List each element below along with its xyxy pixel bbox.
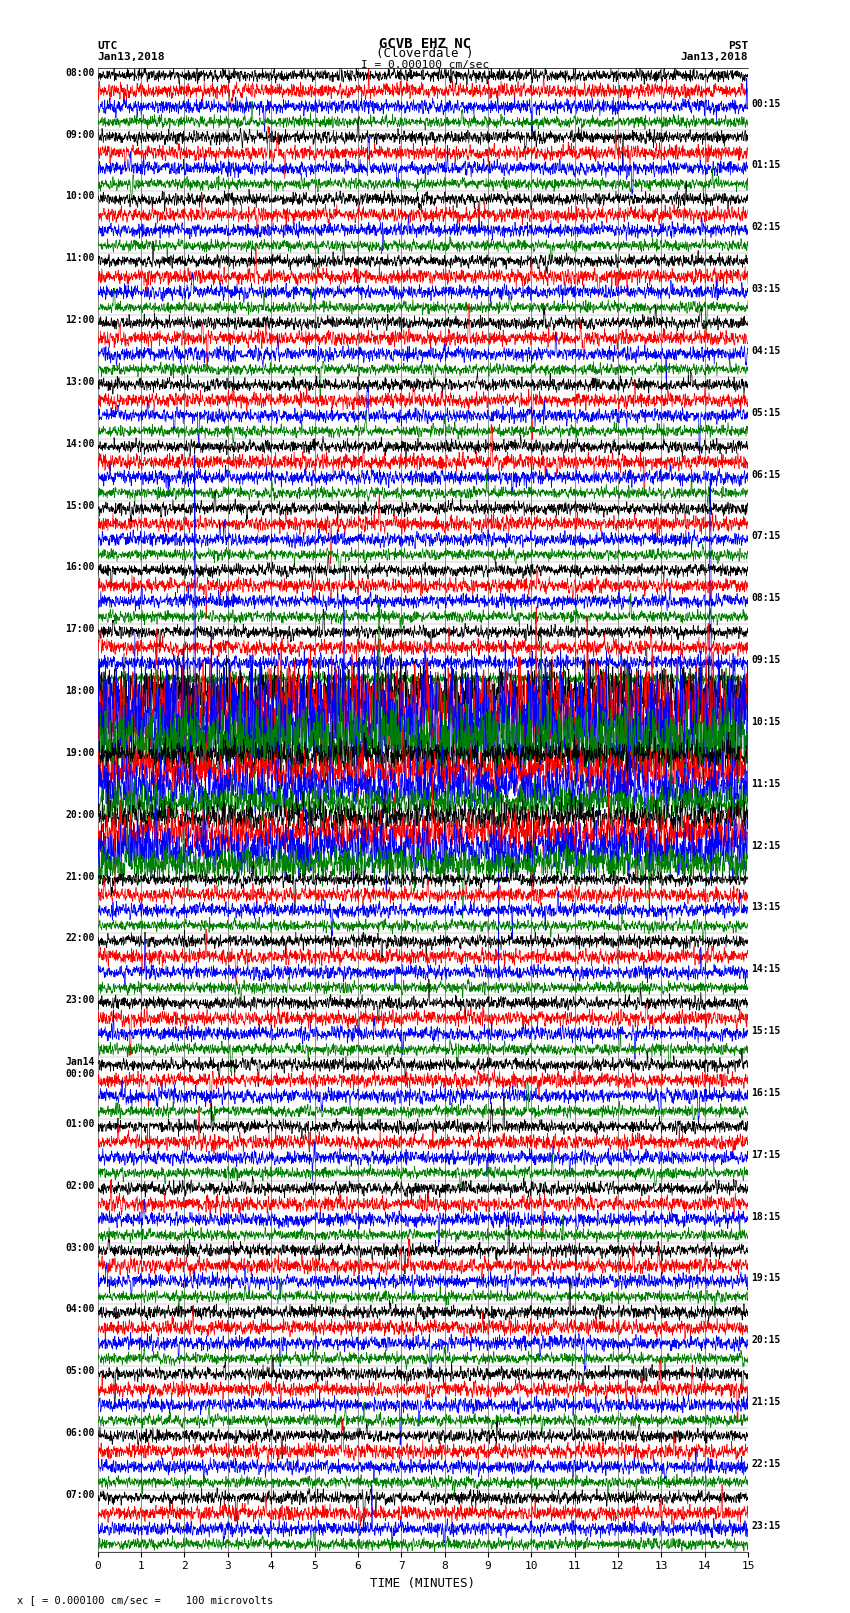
Text: 19:00: 19:00 — [65, 748, 94, 758]
Text: Jan14
00:00: Jan14 00:00 — [65, 1057, 94, 1079]
Text: UTC: UTC — [98, 40, 118, 50]
Text: 04:00: 04:00 — [65, 1305, 94, 1315]
Text: 05:15: 05:15 — [751, 408, 780, 418]
Text: 00:15: 00:15 — [751, 98, 780, 108]
Text: 17:00: 17:00 — [65, 624, 94, 634]
Text: 06:00: 06:00 — [65, 1428, 94, 1439]
Text: 07:15: 07:15 — [751, 532, 780, 542]
Text: Jan13,2018: Jan13,2018 — [98, 52, 165, 63]
Text: 04:15: 04:15 — [751, 347, 780, 356]
Text: 06:15: 06:15 — [751, 469, 780, 479]
Text: 01:15: 01:15 — [751, 161, 780, 171]
X-axis label: TIME (MINUTES): TIME (MINUTES) — [371, 1578, 475, 1590]
Text: 10:00: 10:00 — [65, 192, 94, 202]
Text: PST: PST — [728, 40, 748, 50]
Text: 15:15: 15:15 — [751, 1026, 780, 1036]
Text: 01:00: 01:00 — [65, 1119, 94, 1129]
Text: x [ = 0.000100 cm/sec =    100 microvolts: x [ = 0.000100 cm/sec = 100 microvolts — [17, 1595, 273, 1605]
Text: 14:15: 14:15 — [751, 965, 780, 974]
Text: 13:15: 13:15 — [751, 903, 780, 913]
Text: 19:15: 19:15 — [751, 1274, 780, 1284]
Text: Jan13,2018: Jan13,2018 — [681, 52, 748, 63]
Text: 09:15: 09:15 — [751, 655, 780, 665]
Text: 21:00: 21:00 — [65, 871, 94, 882]
Text: 22:00: 22:00 — [65, 934, 94, 944]
Text: 18:00: 18:00 — [65, 686, 94, 697]
Text: 23:15: 23:15 — [751, 1521, 780, 1531]
Text: 12:00: 12:00 — [65, 315, 94, 326]
Text: 02:15: 02:15 — [751, 223, 780, 232]
Text: 15:00: 15:00 — [65, 500, 94, 511]
Text: 16:15: 16:15 — [751, 1089, 780, 1098]
Text: 18:15: 18:15 — [751, 1211, 780, 1221]
Text: 02:00: 02:00 — [65, 1181, 94, 1190]
Text: 08:15: 08:15 — [751, 594, 780, 603]
Text: (Cloverdale ): (Cloverdale ) — [377, 47, 473, 60]
Text: 13:00: 13:00 — [65, 377, 94, 387]
Text: 07:00: 07:00 — [65, 1490, 94, 1500]
Text: 11:00: 11:00 — [65, 253, 94, 263]
Text: 05:00: 05:00 — [65, 1366, 94, 1376]
Text: 09:00: 09:00 — [65, 129, 94, 140]
Text: 10:15: 10:15 — [751, 718, 780, 727]
Text: 11:15: 11:15 — [751, 779, 780, 789]
Text: 20:15: 20:15 — [751, 1336, 780, 1345]
Text: 20:00: 20:00 — [65, 810, 94, 819]
Text: GCVB EHZ NC: GCVB EHZ NC — [379, 37, 471, 50]
Text: 16:00: 16:00 — [65, 563, 94, 573]
Text: 12:15: 12:15 — [751, 840, 780, 850]
Text: 17:15: 17:15 — [751, 1150, 780, 1160]
Text: 03:00: 03:00 — [65, 1242, 94, 1253]
Text: 21:15: 21:15 — [751, 1397, 780, 1407]
Text: I = 0.000100 cm/sec: I = 0.000100 cm/sec — [361, 60, 489, 71]
Text: 22:15: 22:15 — [751, 1458, 780, 1469]
Text: 08:00: 08:00 — [65, 68, 94, 77]
Text: 14:00: 14:00 — [65, 439, 94, 448]
Text: 23:00: 23:00 — [65, 995, 94, 1005]
Text: 03:15: 03:15 — [751, 284, 780, 294]
